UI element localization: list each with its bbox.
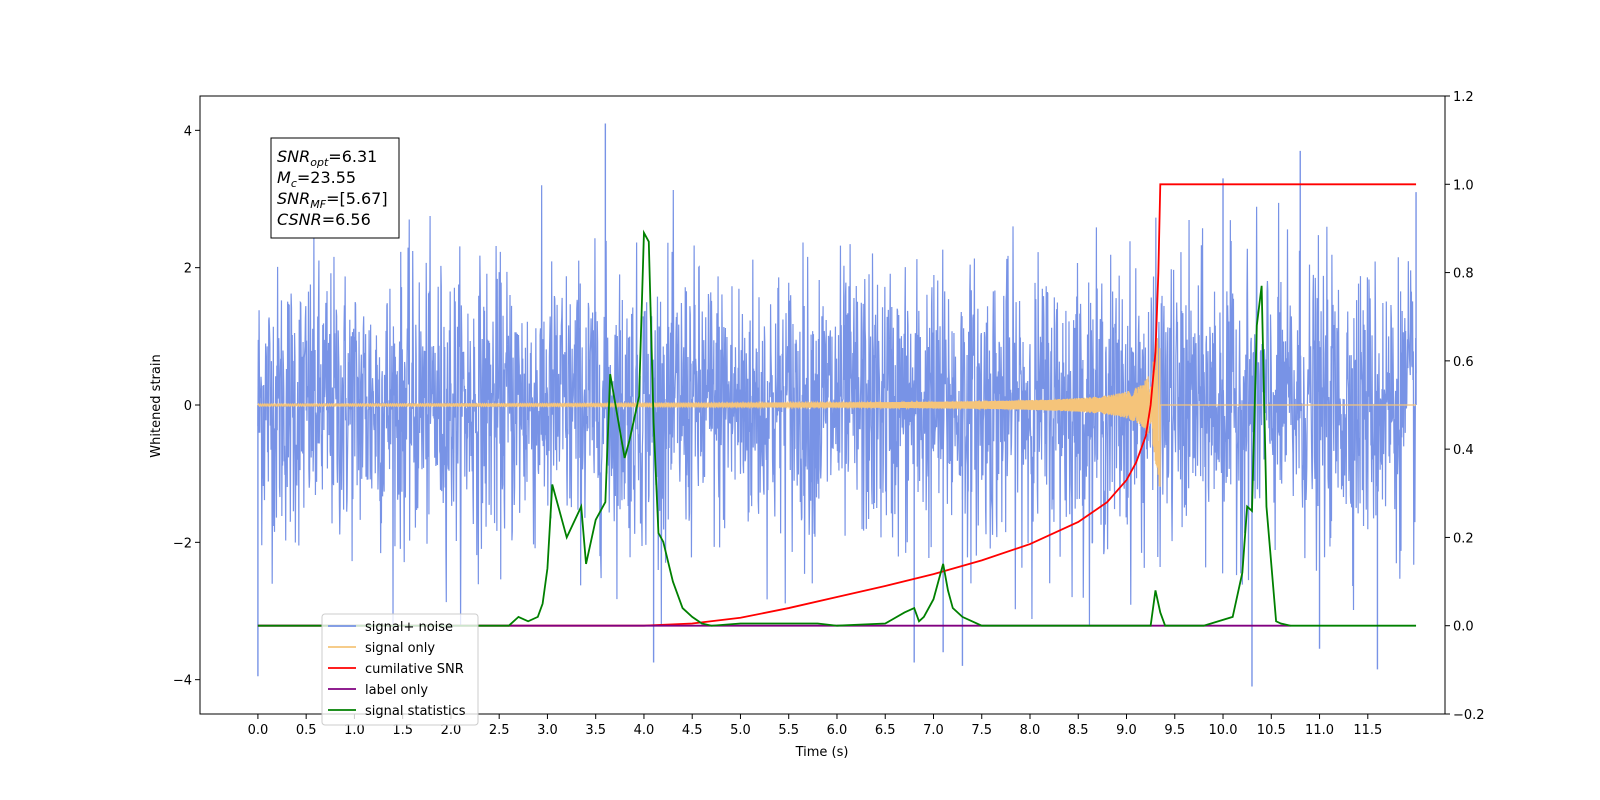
x-tick-label: 10.5 — [1257, 723, 1286, 738]
legend-label: signal statistics — [365, 704, 466, 719]
y-axis-label: Whitened strain — [149, 354, 164, 457]
x-tick-label: 0.0 — [248, 723, 269, 738]
annotation-frame — [270, 137, 400, 239]
y-tick-label: −4 — [173, 674, 192, 689]
x-tick-label: 2.5 — [489, 723, 510, 738]
series-line-signal-only — [257, 338, 1417, 487]
y2-tick-label: 0.8 — [1453, 267, 1474, 282]
x-tick-label: 3.0 — [537, 723, 558, 738]
y-tick-label: 4 — [184, 124, 192, 139]
legend-label: label only — [365, 683, 428, 698]
x-tick-label: 8.0 — [1020, 723, 1041, 738]
x-tick-label: 8.5 — [1068, 723, 1089, 738]
x-tick-label: 9.0 — [1116, 723, 1137, 738]
y2-tick-label: −0.2 — [1453, 708, 1485, 723]
legend-label: signal+ noise — [365, 620, 453, 635]
y-tick-label: −2 — [173, 536, 192, 551]
y2-tick-label: 0.0 — [1453, 620, 1474, 635]
legend: signal+ noise signal only cumilative SNR la… — [321, 613, 479, 726]
x-tick-label: 10.0 — [1209, 723, 1238, 738]
legend-label: signal only — [365, 641, 435, 656]
y-tick-label: 0 — [184, 399, 192, 414]
series-line-cumilative-snr — [257, 183, 1417, 627]
annotation-line: CSNR=6.56 — [277, 210, 371, 229]
legend-frame — [321, 613, 479, 726]
x-tick-label: 11.5 — [1353, 723, 1382, 738]
x-axis-label: Time (s) — [795, 745, 849, 760]
annotation-line: SNRopt=6.31 — [277, 147, 377, 169]
annotation-line: Mc=23.55 — [277, 168, 356, 190]
x-axis: 0.0 0.5 1.0 1.5 2.0 2.5 3.0 3.5 4.0 4.5 5.0 5.5 6.0 6… — [248, 714, 1382, 738]
x-tick-label: 7.0 — [923, 723, 944, 738]
x-tick-label: 2.0 — [441, 723, 462, 738]
y-tick-label: 2 — [184, 262, 192, 277]
x-tick-label: 4.0 — [634, 723, 655, 738]
x-tick-label: 6.0 — [827, 723, 848, 738]
x-tick-label: 0.5 — [296, 723, 317, 738]
x-tick-label: 1.0 — [344, 723, 365, 738]
y2-tick-label: 0.6 — [1453, 355, 1474, 370]
y2-tick-label: 1.2 — [1453, 90, 1474, 105]
x-tick-label: 1.5 — [392, 723, 413, 738]
y2-tick-label: 0.2 — [1453, 531, 1474, 546]
annotation-line: SNRMF=[5.67] — [277, 189, 388, 211]
x-tick-label: 6.5 — [875, 723, 896, 738]
x-tick-label: 9.5 — [1164, 723, 1185, 738]
y-axis-left: −4 −2 0 2 4 — [173, 124, 200, 689]
x-tick-label: 11.0 — [1305, 723, 1334, 738]
y-axis-right: −0.2 0.0 0.2 0.4 0.6 0.8 1.0 1.2 — [1445, 90, 1485, 723]
legend-label: cumilative SNR — [365, 662, 464, 677]
x-tick-label: 3.5 — [585, 723, 606, 738]
x-tick-label: 4.5 — [682, 723, 703, 738]
x-tick-label: 5.5 — [778, 723, 799, 738]
x-tick-label: 7.5 — [971, 723, 992, 738]
x-tick-label: 5.0 — [730, 723, 751, 738]
y2-tick-label: 0.4 — [1453, 443, 1474, 458]
y2-tick-label: 1.0 — [1453, 178, 1474, 193]
series-line-signal-statistics — [257, 229, 1417, 627]
